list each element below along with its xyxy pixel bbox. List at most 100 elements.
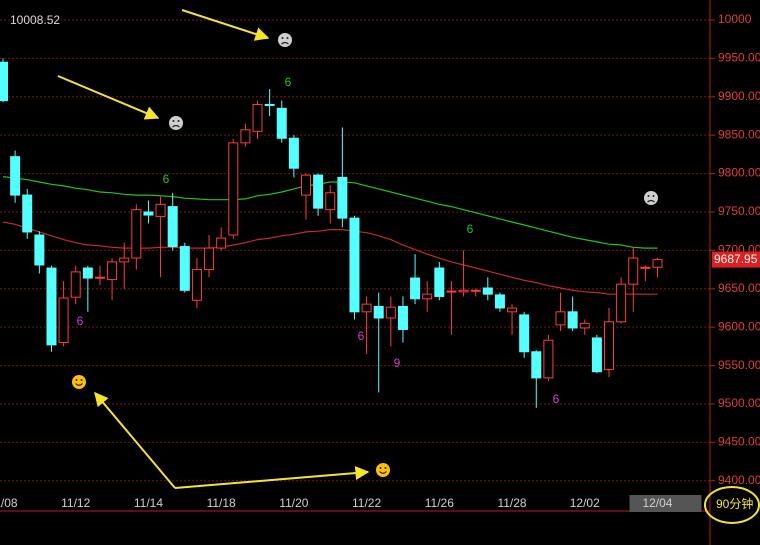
face-eye bbox=[384, 467, 387, 469]
candle-body bbox=[555, 311, 566, 326]
candle-body bbox=[216, 237, 227, 249]
candle-body bbox=[131, 209, 142, 259]
arrow bbox=[181, 9, 270, 41]
candle-body bbox=[652, 259, 663, 268]
candle-body bbox=[519, 314, 530, 353]
candle-body bbox=[531, 351, 542, 379]
face-mouth bbox=[647, 199, 655, 203]
x-tick-label: 11/08 bbox=[0, 496, 18, 510]
x-tick-label: 11/12 bbox=[61, 496, 90, 510]
candle-body bbox=[385, 306, 396, 319]
period-label: 90分钟 bbox=[716, 496, 753, 511]
candle-body bbox=[155, 203, 166, 218]
candle-body bbox=[10, 156, 21, 196]
candle-body bbox=[204, 247, 215, 271]
smile-icon bbox=[72, 375, 86, 389]
candle-body bbox=[240, 129, 251, 144]
candle-body bbox=[397, 305, 408, 330]
y-tick-label: 10000 bbox=[718, 12, 752, 26]
candle-body bbox=[167, 206, 178, 248]
y-tick-label: 9600.00 bbox=[718, 319, 760, 333]
candle-body bbox=[628, 257, 639, 285]
candle-body bbox=[58, 297, 69, 344]
signal-label: 6 bbox=[553, 392, 560, 406]
frown-icon bbox=[278, 33, 292, 47]
face-mouth bbox=[379, 471, 387, 474]
face-eye bbox=[80, 379, 83, 381]
candle-body bbox=[579, 322, 590, 329]
candle-body bbox=[107, 261, 118, 281]
x-tick-label: 11/28 bbox=[497, 496, 526, 510]
candle-body bbox=[410, 277, 421, 300]
axis-layer: 10000 9950.00 9900.00 9850.00 9800.00 9750.00… bbox=[0, 12, 760, 512]
candle-body bbox=[470, 289, 481, 292]
arrows bbox=[57, 9, 370, 489]
candle-body bbox=[434, 267, 445, 297]
candle-body bbox=[446, 290, 457, 293]
candle-body bbox=[252, 103, 263, 132]
face-mouth bbox=[281, 41, 289, 45]
candle-body bbox=[422, 293, 433, 300]
signal-label: 9 bbox=[394, 356, 401, 370]
y-tick-label: 9850.00 bbox=[718, 127, 760, 141]
face-eye bbox=[286, 37, 289, 39]
face-eye bbox=[647, 195, 650, 197]
candle-body bbox=[22, 194, 33, 233]
y-tick-label: 9450.00 bbox=[718, 435, 760, 449]
x-tick-label: 11/18 bbox=[207, 496, 236, 510]
max-label: 10008.52 bbox=[10, 13, 60, 27]
candle-body bbox=[313, 174, 324, 209]
face-mouth bbox=[75, 383, 83, 386]
price-tag-box bbox=[712, 251, 760, 268]
y-tick-label: 9650.00 bbox=[718, 281, 760, 295]
signal-label: 6 bbox=[467, 222, 474, 236]
candle-body bbox=[228, 142, 239, 236]
candle-body bbox=[34, 234, 45, 266]
ma-line bbox=[2, 221, 658, 295]
signal-label: 6 bbox=[358, 329, 365, 343]
face-eye bbox=[177, 120, 180, 122]
candle-body bbox=[482, 287, 493, 295]
signal-label: 6 bbox=[285, 75, 292, 89]
face-layer bbox=[72, 33, 658, 477]
candle-body bbox=[325, 192, 336, 211]
frown-icon bbox=[169, 116, 183, 130]
arrow bbox=[94, 391, 176, 489]
x-tick-label: 12/04 bbox=[642, 496, 672, 510]
candle-body bbox=[361, 303, 372, 313]
y-tick-label: 9550.00 bbox=[718, 358, 760, 372]
candle-body bbox=[507, 307, 518, 313]
signal-label: 6 bbox=[77, 314, 84, 328]
highlight-ellipse bbox=[704, 486, 760, 524]
candle-body bbox=[94, 276, 105, 279]
candle-body bbox=[494, 294, 505, 309]
candle-body bbox=[616, 283, 627, 323]
arrow bbox=[57, 75, 160, 120]
ma-line bbox=[2, 176, 658, 249]
face-mouth bbox=[172, 124, 180, 128]
candle-body bbox=[458, 289, 469, 293]
signal-label: 6 bbox=[163, 172, 170, 186]
candle-body bbox=[604, 321, 614, 370]
y-tick-label: 9900.00 bbox=[718, 89, 760, 103]
candle-body bbox=[543, 339, 554, 379]
candle-body bbox=[143, 211, 154, 216]
x-label-highlight bbox=[629, 495, 702, 512]
candle-body bbox=[640, 266, 651, 269]
face-eye bbox=[281, 37, 284, 39]
y-tick-label: 9400.00 bbox=[718, 473, 760, 487]
candle-body bbox=[301, 174, 311, 196]
candle-body bbox=[591, 337, 602, 373]
candle-body bbox=[567, 311, 578, 329]
y-tick-label: 9500.00 bbox=[718, 396, 760, 410]
candle-body bbox=[119, 257, 130, 263]
candle-body bbox=[82, 267, 93, 279]
candle-body bbox=[276, 107, 287, 139]
frown-icon bbox=[644, 191, 658, 205]
y-tick-label: 9950.00 bbox=[718, 51, 760, 65]
x-tick-label: 11/20 bbox=[279, 496, 308, 510]
x-tick-label: 11/26 bbox=[425, 496, 454, 510]
candle-body bbox=[191, 269, 202, 301]
y-tick-label: 9800.00 bbox=[718, 166, 760, 180]
